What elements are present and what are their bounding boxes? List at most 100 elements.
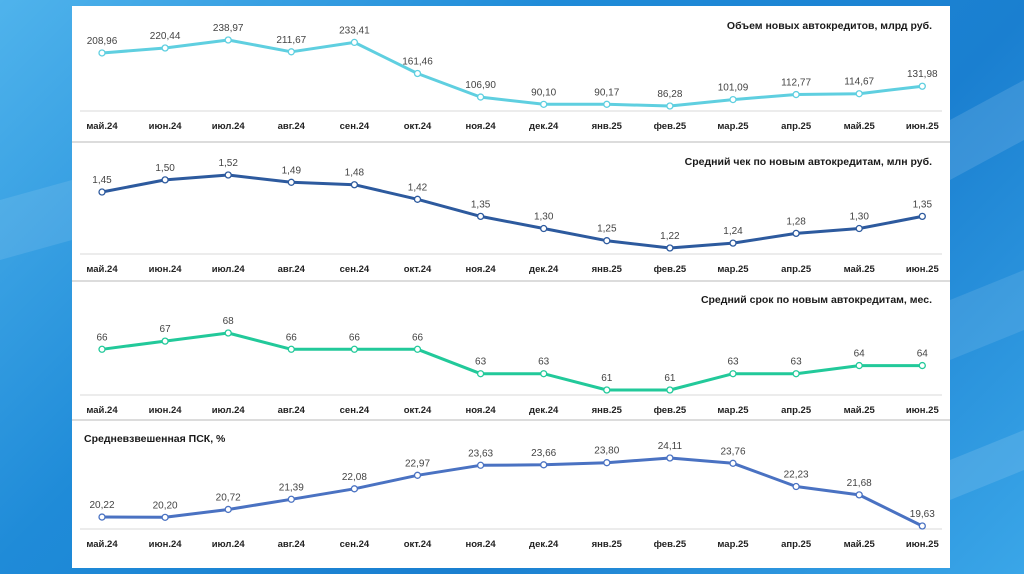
x-tick-label: ноя.24 xyxy=(466,121,497,132)
data-point xyxy=(918,82,926,90)
data-label: 61 xyxy=(601,373,613,384)
data-point xyxy=(540,370,548,378)
charts-canvas: Объем новых автокредитов, млрд руб. 208,9… xyxy=(72,20,950,550)
charts-card: Объем новых автокредитов, млрд руб. 208,9… xyxy=(72,6,950,568)
data-point xyxy=(224,505,232,514)
chart-panel-3: Средний срок по новым автокредитам, мес.… xyxy=(72,294,950,421)
data-label: 63 xyxy=(538,357,550,368)
data-point xyxy=(287,178,295,186)
data-point xyxy=(666,386,674,394)
data-point xyxy=(855,224,863,233)
x-tick-label: май.24 xyxy=(86,121,118,132)
data-point xyxy=(918,361,926,370)
x-tick-label: июн.25 xyxy=(906,121,940,132)
x-tick-label: апр.25 xyxy=(781,539,812,550)
x-tick-label: ноя.24 xyxy=(466,264,497,275)
data-point xyxy=(729,370,737,378)
x-tick-label: янв.25 xyxy=(592,121,623,132)
data-point xyxy=(476,93,485,101)
data-label: 233,41 xyxy=(339,25,370,36)
data-label: 23,63 xyxy=(468,448,493,459)
data-point xyxy=(413,195,422,203)
data-point xyxy=(98,49,106,57)
data-label: 19,63 xyxy=(910,509,935,520)
data-point xyxy=(350,485,359,493)
x-tick-label: июн.24 xyxy=(149,264,183,275)
data-point xyxy=(98,513,106,521)
data-label: 1,24 xyxy=(723,226,743,237)
series-line xyxy=(100,456,924,528)
x-tick-label: мар.25 xyxy=(717,264,749,275)
data-label: 1,28 xyxy=(786,216,806,227)
data-point xyxy=(476,370,485,378)
data-point xyxy=(603,237,611,245)
data-point xyxy=(666,102,674,110)
data-label: 66 xyxy=(349,332,361,343)
data-label: 61 xyxy=(664,373,676,384)
x-tick-label: май.25 xyxy=(844,405,876,416)
x-tick-label: июн.24 xyxy=(149,405,183,416)
data-point xyxy=(540,461,548,469)
x-tick-label: сен.24 xyxy=(340,264,370,275)
x-tick-label: авг.24 xyxy=(278,405,306,416)
data-label: 1,48 xyxy=(345,168,365,179)
x-tick-label: дек.24 xyxy=(529,121,559,132)
x-tick-label: май.25 xyxy=(844,539,876,550)
data-label: 86,28 xyxy=(657,89,682,100)
data-point xyxy=(476,461,485,469)
data-label: 23,80 xyxy=(594,446,619,457)
data-point xyxy=(350,181,359,189)
data-label: 63 xyxy=(727,357,739,368)
x-tick-label: сен.24 xyxy=(340,121,370,132)
data-point xyxy=(224,171,232,179)
x-tick-label: июн.24 xyxy=(149,121,183,132)
x-tick-label: окт.24 xyxy=(404,121,432,132)
data-point xyxy=(918,522,926,530)
series-line xyxy=(100,38,924,108)
data-label: 22,97 xyxy=(405,458,430,469)
x-tick-label: авг.24 xyxy=(278,539,306,550)
series-line xyxy=(100,331,924,392)
data-point xyxy=(413,69,422,78)
data-label: 1,35 xyxy=(913,199,933,210)
data-label: 66 xyxy=(96,332,108,343)
data-label: 112,77 xyxy=(781,78,811,89)
data-label: 101,09 xyxy=(718,83,749,94)
data-point xyxy=(540,224,548,233)
data-point xyxy=(476,212,485,221)
x-tick-label: апр.25 xyxy=(781,264,812,275)
chart-title: Объем новых автокредитов, млрд руб. xyxy=(727,20,932,32)
x-tick-label: июл.24 xyxy=(212,264,246,275)
data-label: 106,90 xyxy=(465,80,496,91)
data-point xyxy=(161,44,169,52)
data-label: 20,72 xyxy=(216,492,241,503)
x-tick-label: фев.25 xyxy=(654,121,687,132)
x-tick-label: фев.25 xyxy=(654,539,687,550)
data-label: 1,45 xyxy=(92,175,112,186)
data-point xyxy=(792,229,800,238)
data-label: 1,25 xyxy=(597,224,617,235)
x-tick-label: дек.24 xyxy=(529,405,559,416)
x-tick-label: июн.25 xyxy=(906,539,940,550)
x-tick-label: июл.24 xyxy=(212,121,246,132)
chart-title: Средневзвешенная ПСК, % xyxy=(84,433,226,445)
chart-panel-4: Средневзвешенная ПСК, % 20,22 20,20 20,72 21… xyxy=(80,433,942,550)
x-tick-label: ноя.24 xyxy=(466,539,497,550)
data-point xyxy=(729,95,737,104)
data-label: 21,68 xyxy=(847,478,872,489)
x-tick-label: май.24 xyxy=(86,405,118,416)
data-label: 66 xyxy=(286,332,298,343)
data-label: 1,49 xyxy=(282,165,302,176)
data-point xyxy=(161,176,169,184)
data-label: 63 xyxy=(791,357,803,368)
data-point xyxy=(603,386,611,394)
data-label: 1,30 xyxy=(534,212,554,223)
data-point xyxy=(603,459,611,467)
x-tick-label: янв.25 xyxy=(592,264,623,275)
data-point xyxy=(918,212,926,221)
x-tick-label: дек.24 xyxy=(529,539,559,550)
data-label: 63 xyxy=(475,357,487,368)
data-point xyxy=(729,459,737,467)
data-label: 68 xyxy=(223,316,235,327)
data-point xyxy=(224,329,232,337)
